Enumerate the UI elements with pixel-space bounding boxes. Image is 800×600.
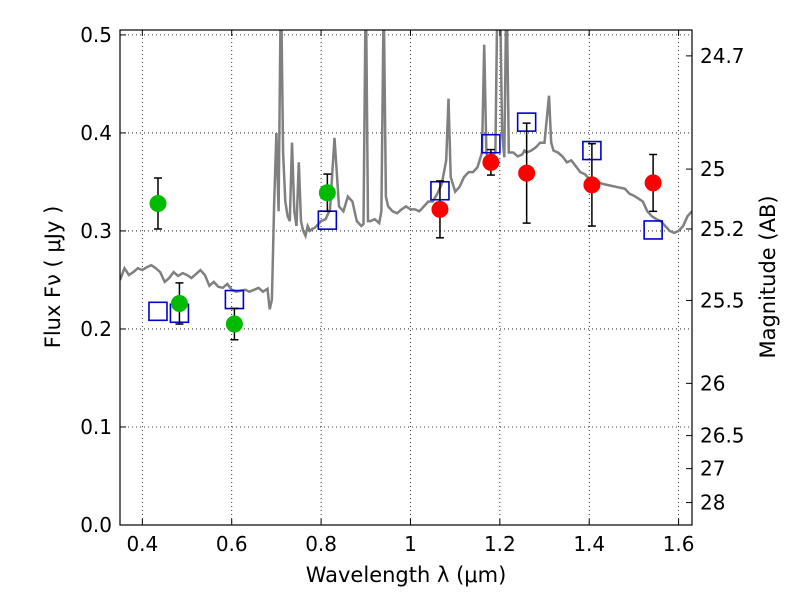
- green-data-point: [149, 194, 167, 212]
- right-axis-label: Magnitude (AB): [756, 195, 780, 358]
- red-data-point: [583, 176, 601, 194]
- x-tick-label: 0.8: [305, 532, 337, 556]
- right-tick-label: 25.5: [700, 288, 745, 312]
- y-tick-label: 0.3: [80, 219, 112, 243]
- blue-square-marker: [643, 220, 663, 240]
- x-tick-label: 0.4: [126, 532, 158, 556]
- y-tick-label: 0.0: [80, 513, 112, 537]
- green-data-point: [318, 184, 336, 202]
- right-tick-label: 27: [700, 457, 725, 481]
- data-markers: [148, 112, 663, 341]
- green-data-point: [225, 315, 243, 333]
- x-tick-label: 1.6: [663, 532, 695, 556]
- x-axis-label: Wavelength λ (μm): [306, 563, 507, 587]
- x-tick-label: 0.6: [216, 532, 248, 556]
- y-tick-label: 0.1: [80, 415, 112, 439]
- y-tick-label: 0.5: [80, 23, 112, 47]
- red-data-point: [482, 153, 500, 171]
- right-tick-label: 25.2: [700, 217, 745, 241]
- red-data-point: [431, 200, 449, 218]
- right-tick-label: 28: [700, 491, 725, 515]
- right-tick-label: 26: [700, 371, 725, 395]
- right-tick-label: 24.7: [700, 44, 745, 68]
- x-tick-label: 1.2: [484, 532, 516, 556]
- blue-square-marker: [148, 301, 168, 322]
- x-tick-label: 1: [404, 532, 417, 556]
- green-data-point: [170, 294, 188, 312]
- red-data-point: [518, 164, 536, 182]
- right-tick-label: 25: [700, 157, 725, 181]
- y-axis-label: Flux Fν ( μJy ): [41, 206, 65, 349]
- x-tick-label: 1.4: [573, 532, 605, 556]
- axis-ticks: 0.4 0.6 0.8 1 1.2 1.4 1.6 0.0 0.1 0.2 0.3 0.4 0.5 24.…: [80, 23, 744, 556]
- red-data-point: [644, 174, 662, 192]
- y-tick-label: 0.2: [80, 317, 112, 341]
- model-spectrum-line: [120, 30, 692, 310]
- right-tick-label: 26.5: [700, 424, 745, 448]
- blue-square-marker: [224, 289, 245, 310]
- plot-frame: [119, 29, 693, 526]
- y-tick-label: 0.4: [80, 121, 112, 145]
